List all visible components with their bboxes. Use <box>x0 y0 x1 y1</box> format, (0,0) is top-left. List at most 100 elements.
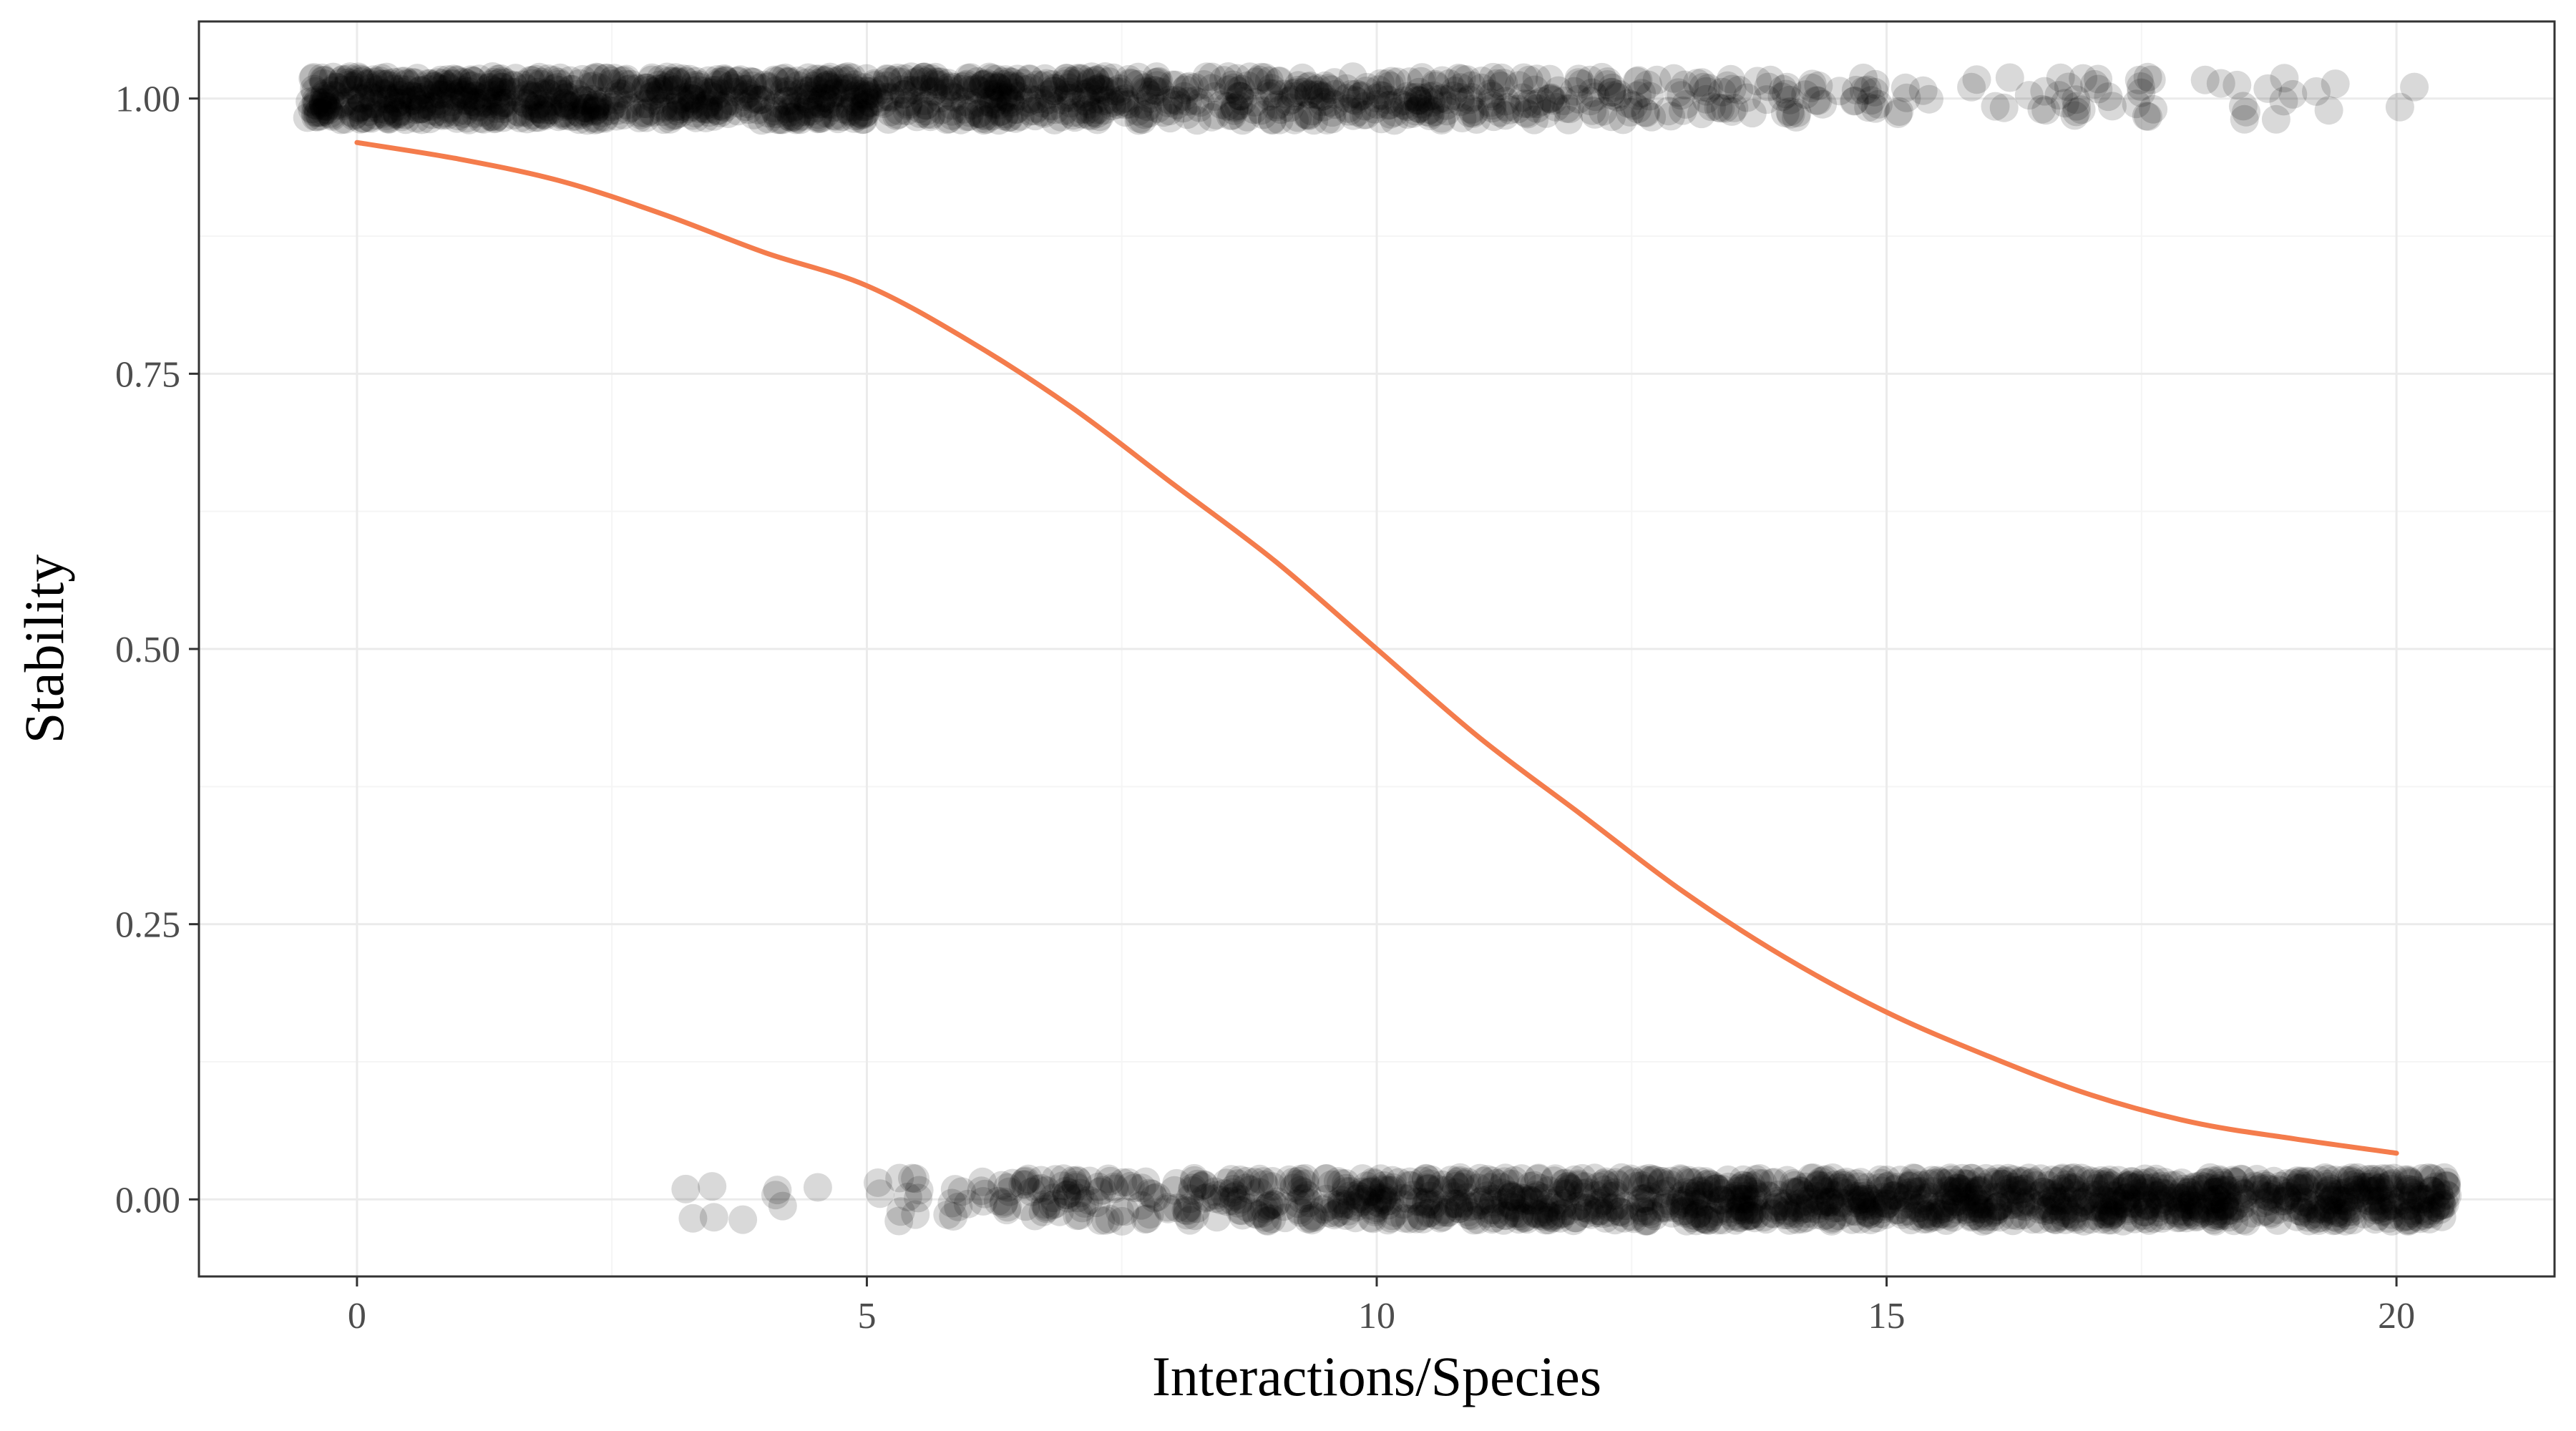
data-point <box>897 75 927 104</box>
data-point <box>474 73 504 102</box>
data-point <box>1958 1183 1988 1212</box>
data-point <box>401 104 431 133</box>
data-point <box>578 64 608 93</box>
data-point <box>814 70 843 99</box>
data-point <box>1870 1200 1900 1229</box>
data-point <box>1016 74 1045 103</box>
data-point <box>1555 1173 1584 1203</box>
data-point <box>2033 1178 2062 1208</box>
data-point <box>1841 1169 1870 1198</box>
data-point <box>684 70 713 99</box>
data-point <box>2430 1189 2459 1218</box>
data-point <box>1892 83 1921 112</box>
data-point <box>700 83 729 112</box>
data-point <box>2099 1187 2129 1216</box>
data-point <box>709 64 738 93</box>
data-point <box>1504 1205 1533 1234</box>
data-point <box>753 73 782 102</box>
data-point <box>1705 1194 1735 1224</box>
data-point <box>1350 1184 1379 1213</box>
data-point <box>917 100 946 130</box>
data-point <box>2330 1191 2359 1221</box>
data-point <box>1610 1203 1639 1233</box>
data-point <box>1857 86 1885 115</box>
data-point <box>1521 1180 1550 1209</box>
data-point <box>694 66 723 95</box>
data-point <box>860 71 889 100</box>
data-point <box>1910 1183 1939 1213</box>
data-point <box>2089 1186 2119 1216</box>
data-point <box>450 82 479 111</box>
data-point <box>2214 1181 2243 1210</box>
data-point <box>904 1183 933 1213</box>
data-point <box>911 67 940 97</box>
data-point <box>1672 1178 1701 1207</box>
data-point <box>723 97 753 126</box>
data-point <box>1956 1163 1986 1193</box>
data-point <box>992 1196 1021 1225</box>
data-point <box>1333 94 1362 123</box>
data-point <box>1294 100 1323 130</box>
data-point <box>2059 1200 2088 1229</box>
data-point <box>307 98 336 127</box>
data-point <box>2098 92 2127 121</box>
data-point <box>2401 1181 2430 1209</box>
data-point <box>1815 1186 1845 1215</box>
data-point <box>409 90 438 119</box>
data-point <box>388 85 417 114</box>
data-point <box>604 82 633 111</box>
data-point <box>739 67 768 97</box>
data-point <box>1363 1188 1392 1217</box>
data-point <box>1948 1192 1977 1221</box>
data-point <box>1636 1166 1665 1195</box>
data-point <box>426 65 455 94</box>
data-point <box>2038 1196 2067 1225</box>
data-point <box>1141 68 1170 97</box>
data-point <box>1135 1178 1164 1208</box>
data-point <box>631 103 660 132</box>
data-point <box>316 85 345 114</box>
data-point <box>1352 72 1382 102</box>
data-point <box>1214 75 1243 104</box>
data-point <box>2398 1185 2427 1214</box>
data-point <box>613 90 642 119</box>
data-point <box>2092 1171 2122 1201</box>
data-point <box>1002 64 1032 94</box>
data-point <box>2050 1193 2079 1221</box>
data-point <box>434 72 463 102</box>
data-point <box>406 84 435 114</box>
data-point <box>1555 1174 1584 1203</box>
data-point <box>1754 72 1783 102</box>
data-point <box>2272 1183 2301 1213</box>
data-point <box>2416 1200 2445 1229</box>
data-point <box>2306 1200 2335 1229</box>
data-point <box>2393 1174 2422 1203</box>
data-point <box>1939 1177 1968 1206</box>
data-point <box>677 84 706 113</box>
data-point <box>2132 1190 2162 1219</box>
data-point <box>991 65 1020 94</box>
data-point <box>1773 1198 1802 1227</box>
data-point <box>2097 1206 2126 1235</box>
data-point <box>1548 1178 1577 1207</box>
data-point <box>1942 1195 1971 1224</box>
data-point <box>1420 97 1450 127</box>
data-point <box>2272 1169 2301 1198</box>
data-point <box>369 69 398 99</box>
data-point <box>396 81 426 110</box>
data-point <box>1677 1168 1707 1197</box>
data-point <box>1018 85 1048 114</box>
data-point <box>2321 1180 2350 1209</box>
data-point <box>550 89 578 118</box>
data-point <box>1297 1203 1326 1233</box>
data-point <box>2358 1172 2387 1201</box>
data-point <box>1282 78 1311 107</box>
data-point <box>1530 1198 1559 1227</box>
data-point <box>1228 106 1257 135</box>
data-point <box>1369 1182 1398 1211</box>
data-point <box>1849 1178 1878 1207</box>
data-point <box>831 73 861 102</box>
data-point <box>690 94 719 123</box>
data-point <box>2022 1181 2051 1211</box>
data-point <box>2316 1174 2346 1203</box>
